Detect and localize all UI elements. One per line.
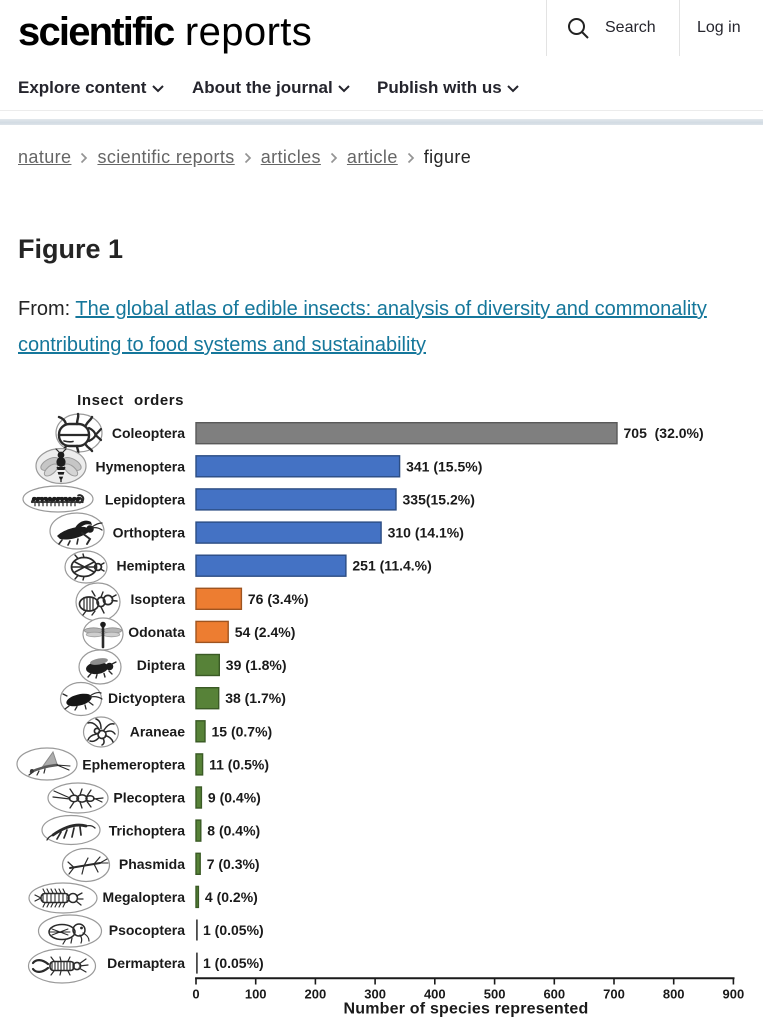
svg-text:Odonata: Odonata <box>128 624 185 640</box>
svg-text:Psocoptera: Psocoptera <box>109 922 185 938</box>
svg-text:38 (1.7%): 38 (1.7%) <box>225 690 286 706</box>
svg-text:11 (0.5%): 11 (0.5%) <box>209 756 269 772</box>
svg-text:1 (0.05%): 1 (0.05%) <box>203 922 264 938</box>
svg-text:7 (0.3%): 7 (0.3%) <box>207 856 260 872</box>
svg-text:251 (11.4.%): 251 (11.4.%) <box>352 558 431 574</box>
svg-text:705 (32.0%): 705 (32.0%) <box>624 425 704 441</box>
svg-text:54 (2.4%): 54 (2.4%) <box>235 624 296 640</box>
svg-text:700: 700 <box>603 987 625 1002</box>
svg-text:9 (0.4%): 9 (0.4%) <box>208 790 261 806</box>
svg-text:Trichoptera: Trichoptera <box>109 823 185 839</box>
svg-text:600: 600 <box>543 987 565 1002</box>
svg-text:76 (3.4%): 76 (3.4%) <box>248 591 309 607</box>
svg-text:335(15.2%): 335(15.2%) <box>403 491 475 507</box>
svg-text:Megaloptera: Megaloptera <box>103 889 186 905</box>
svg-text:4 (0.2%): 4 (0.2%) <box>205 889 258 905</box>
svg-text:Hymenoptera: Hymenoptera <box>96 458 186 474</box>
svg-text:39 (1.8%): 39 (1.8%) <box>226 657 287 673</box>
svg-text:200: 200 <box>305 987 327 1002</box>
svg-text:500: 500 <box>484 987 506 1002</box>
svg-text:Diptera: Diptera <box>137 657 185 673</box>
svg-text:Lepidoptera: Lepidoptera <box>105 491 185 507</box>
svg-text:341 (15.5%): 341 (15.5%) <box>406 458 482 474</box>
svg-text:900: 900 <box>723 987 745 1002</box>
svg-text:100: 100 <box>245 987 267 1002</box>
svg-text:Ephemeroptera: Ephemeroptera <box>82 756 185 772</box>
svg-text:800: 800 <box>663 987 685 1002</box>
svg-text:Araneae: Araneae <box>130 723 185 739</box>
svg-text:Phasmida: Phasmida <box>119 856 185 872</box>
svg-text:Number of species represented: Number of species represented <box>344 1001 589 1018</box>
svg-text:Plecoptera: Plecoptera <box>113 790 185 806</box>
svg-text:Orthoptera: Orthoptera <box>113 525 186 541</box>
svg-text:Hemiptera: Hemiptera <box>117 558 186 574</box>
svg-text:1 (0.05%): 1 (0.05%) <box>203 955 264 971</box>
svg-text:Dictyoptera: Dictyoptera <box>108 690 185 706</box>
svg-text:400: 400 <box>424 987 446 1002</box>
svg-text:15 (0.7%): 15 (0.7%) <box>212 723 273 739</box>
svg-text:Insect orders: Insect orders <box>77 392 184 409</box>
svg-text:Coleoptera: Coleoptera <box>112 425 185 441</box>
svg-text:Dermaptera: Dermaptera <box>107 955 185 971</box>
svg-text:310 (14.1%): 310 (14.1%) <box>388 525 464 541</box>
svg-text:0: 0 <box>192 987 199 1002</box>
svg-text:8 (0.4%): 8 (0.4%) <box>207 823 260 839</box>
svg-text:300: 300 <box>364 987 386 1002</box>
svg-text:Isoptera: Isoptera <box>131 591 186 607</box>
